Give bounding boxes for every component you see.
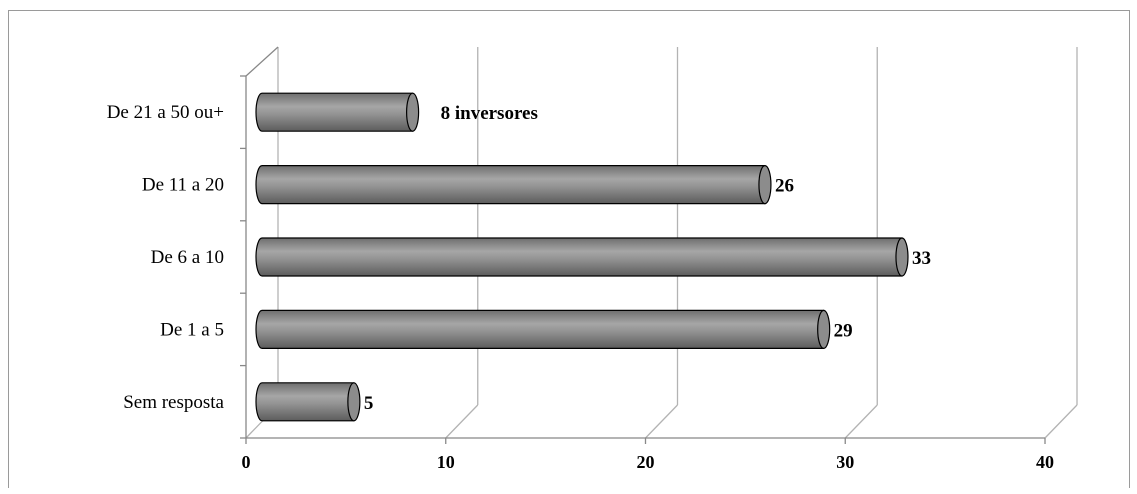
x-tick-label: 10 [437, 452, 455, 472]
axis-layer [240, 46, 1046, 444]
floor-gridline [445, 404, 479, 439]
bar [255, 165, 766, 205]
x-tick-label: 40 [1036, 452, 1054, 472]
data-label: 8 inversores [441, 103, 538, 124]
bar-cap [817, 309, 831, 349]
category-label: De 6 a 10 [151, 247, 224, 268]
data-label: 5 [364, 393, 374, 414]
bar [255, 237, 903, 277]
category-label: De 21 a 50 ou+ [107, 102, 224, 123]
bar-cap [347, 382, 361, 422]
bar [255, 382, 355, 422]
category-label: De 1 a 5 [160, 319, 224, 340]
label-layer: 0 10 20 30 40 Sem resposta 5 De 1 a 5 29 De 6 a 1… [107, 102, 1054, 472]
floor-gridline [1044, 404, 1078, 439]
grid-layer [245, 47, 1078, 439]
bar-cap [406, 92, 420, 132]
data-label: 29 [834, 320, 853, 341]
bar [255, 92, 414, 132]
data-label: 26 [775, 176, 794, 197]
x-tick-label: 20 [637, 452, 655, 472]
floor-gridline [844, 404, 878, 439]
data-label: 33 [912, 248, 931, 269]
bar-cap [758, 165, 772, 205]
floor-gridline [645, 404, 678, 439]
category-label: De 11 a 20 [142, 175, 224, 196]
x-tick-label: 0 [242, 452, 251, 472]
bar [255, 309, 825, 349]
x-tick-label: 30 [836, 452, 854, 472]
bar-layer [255, 92, 909, 422]
y-axis-depth-line [245, 46, 279, 77]
category-label: Sem resposta [123, 392, 224, 413]
bar-cap [895, 237, 909, 277]
